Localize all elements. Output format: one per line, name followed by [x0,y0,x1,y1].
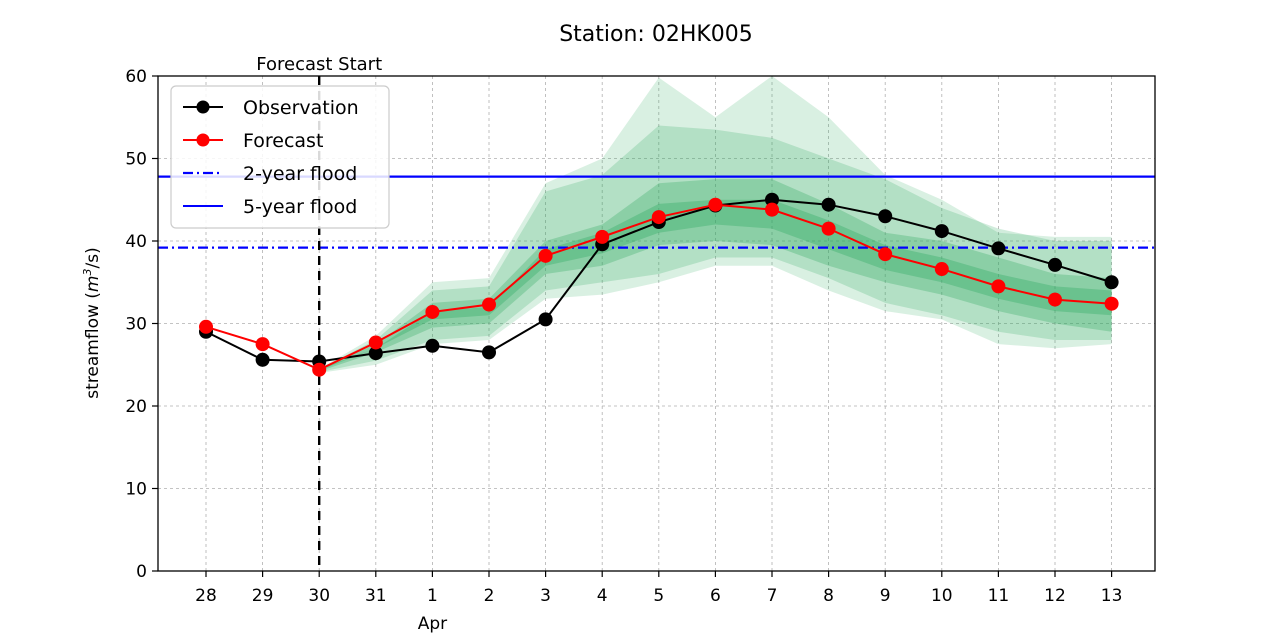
observation-point [255,352,270,367]
x-tick-label: 8 [823,586,834,606]
forecast-point [255,337,270,352]
x-tick-label: 10 [931,586,953,606]
forecast-point [538,248,553,263]
observation-point [765,192,779,207]
forecast-point [1048,292,1062,307]
x-tick-label: 30 [308,586,330,606]
forecast-point [765,202,779,217]
y-axis: 0 10 20 30 40 50 60 [125,67,158,582]
forecast-point [878,247,893,262]
forecast-point [482,297,496,312]
x-tick-label: 1 [427,586,438,606]
forecast-point [708,197,723,212]
observation-point [368,346,383,361]
legend: Observation Forecast 2-year flood 5-year… [170,85,390,229]
y-axis-label-unit: m [83,276,103,293]
x-tick-label: 12 [1044,586,1066,606]
forecast-point [651,210,666,225]
x-tick-label: 11 [988,586,1010,606]
x-tick-label: 31 [365,586,387,606]
uncertainty-band-3 [319,199,1112,371]
y-axis-label-sup: 3 [81,269,94,276]
y-tick-label: 50 [125,150,147,170]
legend-observation-label: Observation [243,97,359,119]
x-tick-label: 13 [1101,586,1123,606]
x-tick-label: 6 [710,586,721,606]
y-tick-label: 20 [125,397,147,417]
y-tick-label: 60 [125,67,147,87]
y-tick-label: 30 [125,315,147,335]
y-axis-label: streamflow (m3/s) [81,247,103,398]
forecast-start-label: Forecast Start [256,54,382,75]
y-axis-label-main: streamflow ( [83,292,103,399]
x-tick-label: 7 [767,586,778,606]
month-label: Apr [418,614,447,634]
observation-point [482,345,496,360]
x-tick-label: 5 [653,586,664,606]
observation-point [991,241,1006,256]
forecast-point [312,362,327,377]
uncertainty-band-2 [319,179,1112,372]
legend-5yr-flood-label: 5-year flood [243,196,357,218]
observation-point [1104,275,1119,290]
forecast-point [821,221,836,236]
observation-point [538,312,553,327]
x-axis: 28 29 30 31 1 2 3 4 5 6 7 8 9 10 11 12 13 [195,571,1122,606]
forecast-point [368,335,383,350]
forecast-point [595,229,610,244]
x-tick-label: 2 [484,586,495,606]
forecast-point [425,304,440,319]
legend-forecast-label: Forecast [243,130,323,152]
forecast-point [1104,296,1119,311]
legend-observation-marker [196,100,210,114]
x-tick-label: 29 [252,586,274,606]
x-tick-label: 3 [540,586,551,606]
data-series [199,192,1119,377]
forecast-uncertainty-bands [319,76,1112,373]
y-tick-label: 10 [125,480,147,500]
observation-point [425,338,440,353]
legend-2yr-flood-label: 2-year flood [243,163,357,185]
y-axis-label-tail: /s) [83,247,103,268]
x-tick-label: 4 [597,586,608,606]
y-tick-label: 40 [125,232,147,252]
x-tick-label: 9 [880,586,891,606]
observation-point [934,224,949,239]
forecast-point [199,319,213,334]
observation-point [878,209,893,224]
uncertainty-band-0 [319,76,1112,373]
uncertainty-band-1 [319,125,1112,373]
observation-point [821,197,836,212]
forecast-point [991,279,1006,294]
observation-point [1048,257,1062,272]
x-tick-label: 28 [195,586,217,606]
y-tick-label: 0 [136,562,147,582]
legend-box [170,85,390,229]
chart-title: Station: 02HK005 [559,22,753,47]
forecast-point [934,262,949,277]
legend-forecast-marker [196,133,210,147]
